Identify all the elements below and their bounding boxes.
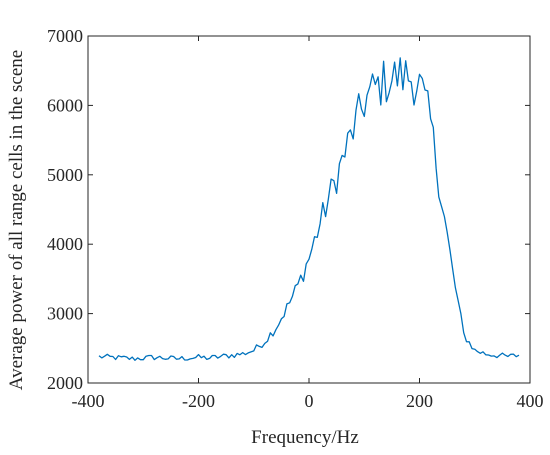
x-tick-label: 200 — [406, 391, 433, 411]
y-tick-label: 5000 — [47, 165, 83, 185]
y-axis-label: Average power of all range cells in the … — [6, 50, 27, 390]
y-tick-label: 3000 — [47, 304, 83, 324]
y-axis-ticks: 2000 3000 4000 5000 6000 7000 — [47, 26, 530, 393]
x-tick-label: -200 — [182, 391, 215, 411]
y-tick-label: 6000 — [47, 95, 83, 115]
x-tick-label: 0 — [305, 391, 314, 411]
x-axis-ticks: -400 -200 0 200 400 — [72, 36, 544, 411]
y-tick-label: 4000 — [47, 234, 83, 254]
x-axis-label: Frequency/Hz — [251, 427, 359, 448]
y-tick-label: 2000 — [47, 373, 83, 393]
series-group — [98, 57, 520, 361]
y-tick-label: 7000 — [47, 26, 83, 46]
x-tick-label: -400 — [72, 391, 105, 411]
series-line — [98, 57, 520, 361]
x-tick-label: 400 — [517, 391, 544, 411]
